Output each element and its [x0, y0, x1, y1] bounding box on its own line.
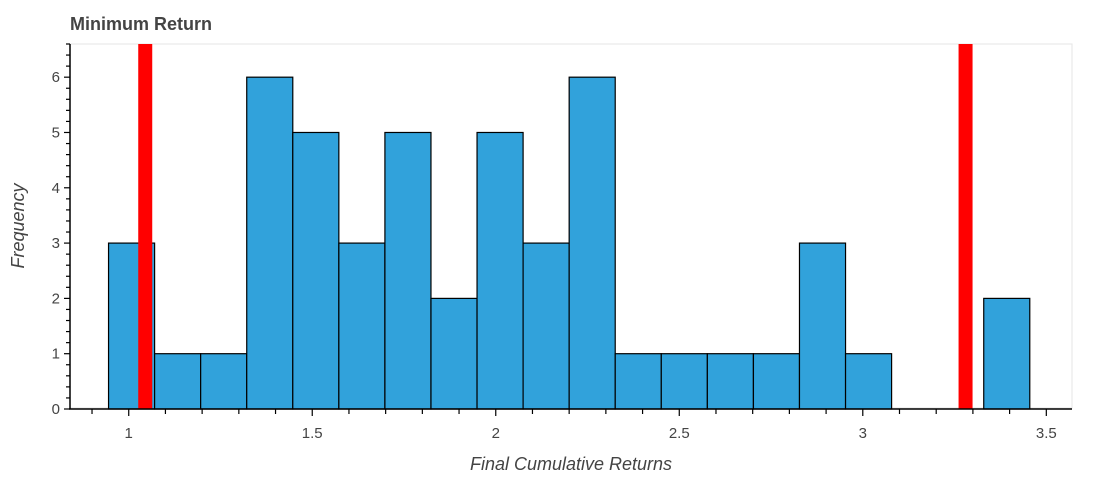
histogram-bar-10	[568, 76, 616, 410]
histogram-bar-2	[200, 353, 248, 410]
y-tick-label: 6	[52, 69, 60, 86]
histogram-bar-13	[706, 353, 755, 410]
reference-line-0	[138, 44, 153, 409]
x-axis-ticks: 1 1.5 2 2.5 3 3.5	[91, 409, 1057, 442]
chart-title: Minimum Return	[70, 14, 212, 34]
x-tick-label: 3.5	[1036, 425, 1057, 442]
histogram-bar-6	[384, 131, 432, 410]
x-tick-label: 1	[125, 425, 133, 442]
x-tick-label: 2	[492, 425, 500, 442]
histogram-bar-8	[476, 131, 524, 410]
x-tick-label: 2.5	[669, 425, 690, 442]
y-tick-label: 0	[52, 401, 60, 418]
y-tick-label: 2	[52, 290, 60, 307]
y-tick-label: 5	[52, 124, 60, 141]
reference-lines-group	[138, 44, 973, 409]
histogram-bar-7	[430, 297, 478, 410]
x-axis-label: Final Cumulative Returns	[470, 454, 672, 474]
histogram-bar-19	[983, 297, 1031, 410]
histogram-bar-5	[338, 242, 386, 410]
y-tick-label: 1	[52, 346, 60, 363]
histogram-bar-16	[844, 353, 893, 410]
histogram-bar-9	[522, 242, 570, 410]
y-axis-label: Frequency	[8, 182, 28, 268]
histogram-bar-15	[798, 242, 847, 410]
histogram-bar-14	[752, 353, 801, 410]
reference-line-1	[958, 44, 973, 409]
x-tick-label: 3	[859, 425, 867, 442]
histogram-bar-11	[614, 353, 662, 410]
y-tick-label: 4	[52, 180, 60, 197]
histogram-bar-12	[660, 353, 708, 410]
histogram-bar-1	[154, 353, 202, 410]
x-tick-label: 1.5	[302, 425, 323, 442]
bars-group	[107, 76, 1031, 410]
histogram-bar-4	[292, 131, 340, 410]
y-axis-ticks: 0 1 2 3 4 5 6	[52, 43, 70, 418]
y-tick-label: 3	[52, 235, 60, 252]
histogram-bar-3	[246, 76, 294, 410]
